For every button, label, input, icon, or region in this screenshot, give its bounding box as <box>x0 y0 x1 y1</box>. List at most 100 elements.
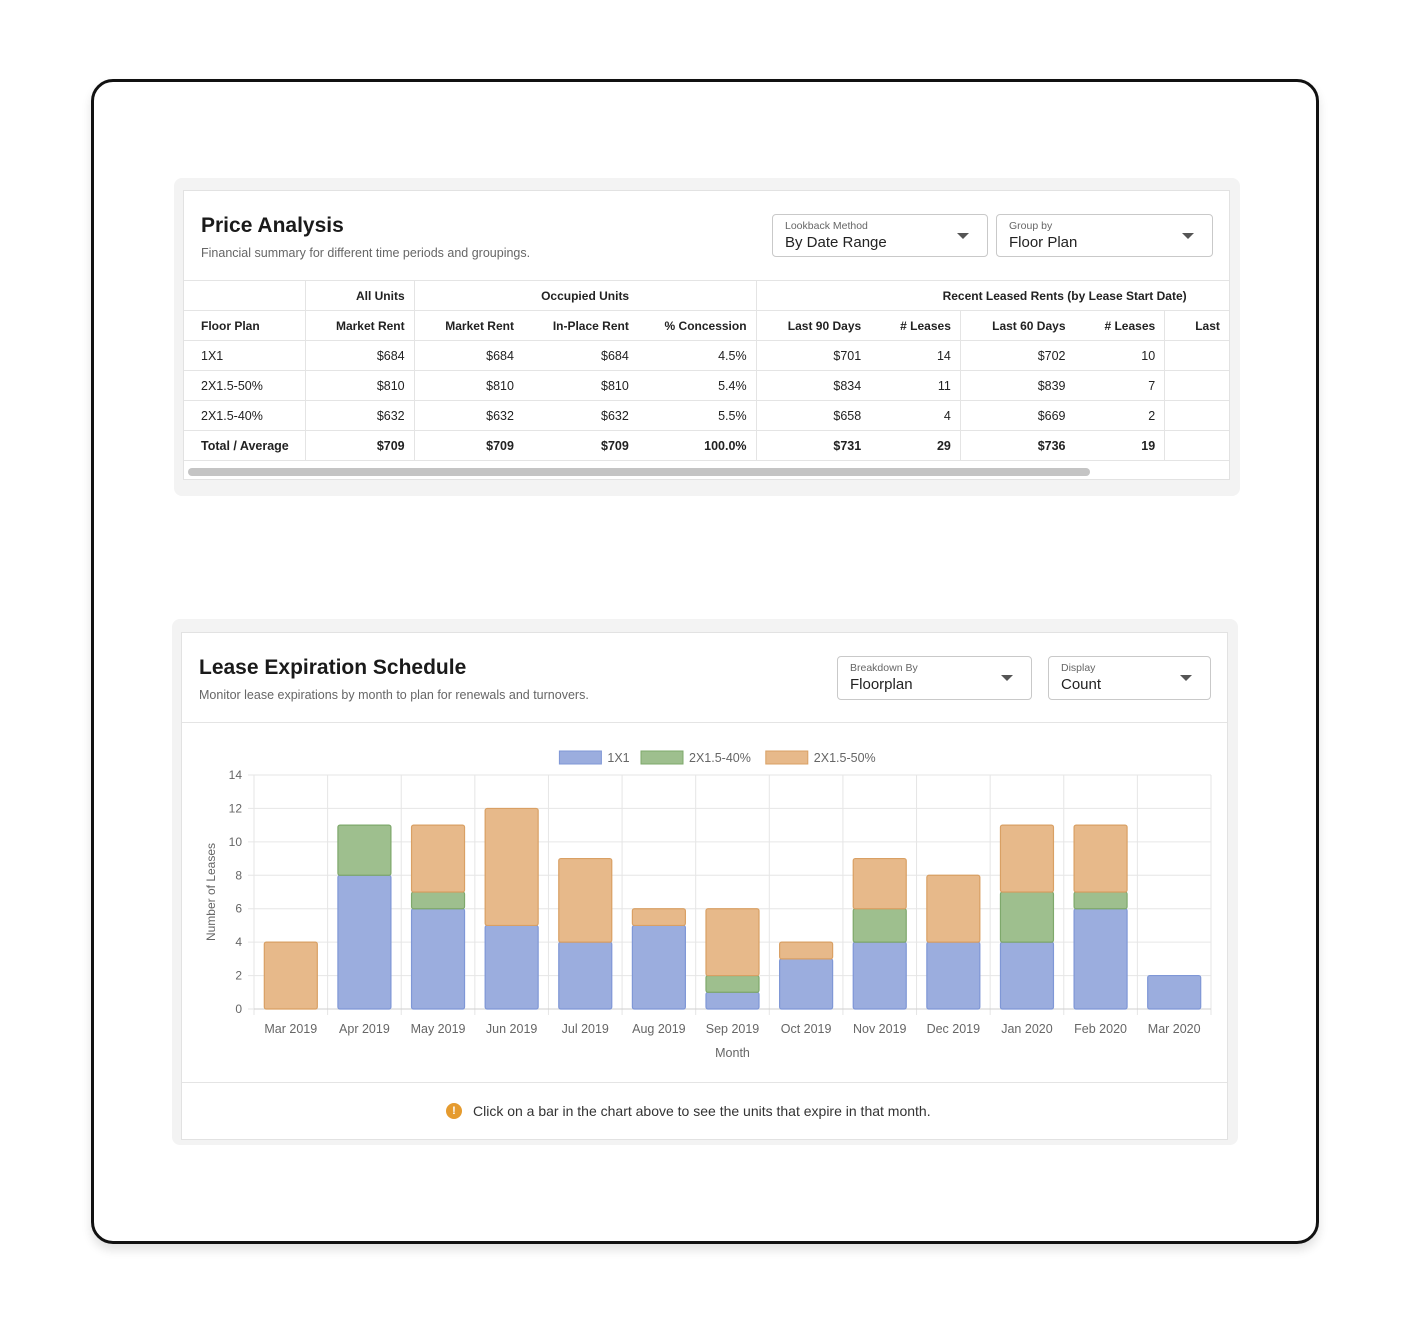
cell-in-place-rent: $709 <box>522 430 638 461</box>
column-header-last-60-days[interactable]: Last 60 Days <box>959 310 1075 341</box>
display-label: Display <box>1061 662 1096 674</box>
breakdown-by-select[interactable]: Breakdown By Floorplan <box>837 656 1032 700</box>
cell-leases-60: 19 <box>1074 430 1165 461</box>
bar-segment[interactable] <box>852 908 907 943</box>
bar-segment[interactable] <box>1073 908 1128 1010</box>
breakdown-by-label: Breakdown By <box>850 662 918 674</box>
bar-segment[interactable] <box>926 941 981 1010</box>
column-header-concession[interactable]: % Concession <box>637 310 757 341</box>
cell-leases-90: 11 <box>870 370 961 401</box>
bar-segment[interactable] <box>852 941 907 1010</box>
bar-segment[interactable] <box>337 874 392 1010</box>
bar-segment[interactable] <box>1073 824 1128 893</box>
group-header-empty <box>184 280 306 311</box>
y-tick-label: 8 <box>235 868 242 882</box>
lookback-method-value: By Date Range <box>785 234 887 251</box>
x-tick-label: Mar 2020 <box>1148 1022 1201 1036</box>
column-header-last-truncated[interactable]: Last <box>1164 310 1229 341</box>
cell-last-60-days: $669 <box>959 400 1075 431</box>
cell-concession: 100.0% <box>637 430 757 461</box>
bar-segment[interactable] <box>926 874 981 943</box>
y-tick-label: 6 <box>235 902 242 916</box>
x-tick-label: Aug 2019 <box>632 1022 686 1036</box>
y-tick-label: 0 <box>235 1002 242 1016</box>
lease-expiration-title: Lease Expiration Schedule <box>199 656 467 679</box>
legend-swatch[interactable] <box>640 750 684 765</box>
bar-segment[interactable] <box>484 807 539 927</box>
legend-swatch[interactable] <box>765 750 809 765</box>
cell-truncated <box>1164 370 1229 401</box>
lookback-method-label: Lookback Method <box>785 220 868 232</box>
bar-segment[interactable] <box>999 824 1055 893</box>
bar-segment[interactable] <box>999 891 1055 943</box>
table-group-header-row: All Units Occupied Units Recent Leased R… <box>184 280 1229 311</box>
column-header-last-90-days[interactable]: Last 90 Days <box>755 310 871 341</box>
chart-instruction-text: Click on a bar in the chart above to see… <box>473 1103 931 1119</box>
bar-segment[interactable] <box>1073 891 1128 910</box>
price-analysis-table: All Units Occupied Units Recent Leased R… <box>184 280 1229 461</box>
lease-expiration-subtitle: Monitor lease expirations by month to pl… <box>199 688 589 702</box>
bar-segment[interactable] <box>558 941 613 1010</box>
table-row: 2X1.5-50% $810 $810 $810 5.4% $834 11 $8… <box>184 370 1229 401</box>
bar-segment[interactable] <box>410 908 466 1010</box>
bar-segment[interactable] <box>852 857 907 910</box>
cell-last-90-days: $731 <box>755 430 871 461</box>
lease-expiration-chart: 0 2 4 6 8 10 12 14 Mar 2019 Apr 2019 May 2019 Jun 2… <box>204 750 1212 1060</box>
bar-segment[interactable] <box>631 924 686 1010</box>
cell-leases-60: 10 <box>1074 340 1165 371</box>
cell-truncated <box>1164 430 1229 461</box>
price-analysis-subtitle: Financial summary for different time per… <box>201 246 531 260</box>
chevron-down-icon <box>1001 675 1013 681</box>
x-tick-label: Mar 2019 <box>264 1022 317 1036</box>
cell-last-60-days: $702 <box>959 340 1075 371</box>
cell-all-market-rent: $684 <box>304 340 415 371</box>
group-header-occupied-units: Occupied Units <box>413 280 757 311</box>
cell-last-90-days: $701 <box>755 340 871 371</box>
table-header-row: Floor Plan Market Rent Market Rent In-Pl… <box>184 310 1229 341</box>
cell-occupied-market-rent: $632 <box>413 400 523 431</box>
bar-segment[interactable] <box>484 924 539 1010</box>
footer-divider <box>182 1082 1227 1083</box>
bar-segment[interactable] <box>705 974 760 993</box>
cell-truncated <box>1164 340 1229 371</box>
column-header-floor-plan[interactable]: Floor Plan <box>184 310 306 341</box>
bar-segment[interactable] <box>779 958 834 1010</box>
bar-segment[interactable] <box>337 824 392 876</box>
bar-segment[interactable] <box>631 908 686 927</box>
legend-label[interactable]: 2X1.5-50% <box>814 751 876 765</box>
x-tick-label: Jul 2019 <box>562 1022 609 1036</box>
bar-segment[interactable] <box>410 891 466 910</box>
column-header-all-market-rent[interactable]: Market Rent <box>304 310 415 341</box>
group-by-value: Floor Plan <box>1009 234 1078 251</box>
cell-leases-90: 29 <box>870 430 961 461</box>
legend-label[interactable]: 2X1.5-40% <box>689 751 751 765</box>
chevron-down-icon <box>957 233 969 239</box>
chevron-down-icon <box>1182 233 1194 239</box>
column-header-leases-90[interactable]: # Leases <box>870 310 961 341</box>
legend-label[interactable]: 1X1 <box>607 751 629 765</box>
cell-leases-90: 4 <box>870 400 961 431</box>
bar-segment[interactable] <box>705 991 760 1010</box>
cell-last-60-days: $839 <box>959 370 1075 401</box>
column-header-occupied-market-rent[interactable]: Market Rent <box>413 310 523 341</box>
table-row: 2X1.5-40% $632 $632 $632 5.5% $658 4 $66… <box>184 400 1229 431</box>
column-header-leases-60[interactable]: # Leases <box>1074 310 1165 341</box>
y-tick-label: 14 <box>229 768 243 782</box>
bar-segment[interactable] <box>1147 974 1202 1010</box>
y-axis-title: Number of Leases <box>204 843 218 941</box>
bar-segment[interactable] <box>779 941 834 960</box>
bar-segment[interactable] <box>558 857 613 943</box>
y-tick-label: 4 <box>235 935 242 949</box>
display-select[interactable]: Display Count <box>1048 656 1211 700</box>
bar-segment[interactable] <box>410 824 466 893</box>
bar-segment[interactable] <box>263 941 318 1010</box>
bar-segment[interactable] <box>999 941 1055 1010</box>
group-header-all-units: All Units <box>304 280 415 311</box>
bar-segment[interactable] <box>705 908 760 977</box>
group-by-select[interactable]: Group by Floor Plan <box>996 214 1213 257</box>
cell-floor-plan: Total / Average <box>184 430 306 461</box>
column-header-in-place-rent[interactable]: In-Place Rent <box>522 310 638 341</box>
lookback-method-select[interactable]: Lookback Method By Date Range <box>772 214 988 257</box>
horizontal-scrollbar[interactable] <box>188 468 1090 476</box>
legend-swatch[interactable] <box>558 750 602 765</box>
